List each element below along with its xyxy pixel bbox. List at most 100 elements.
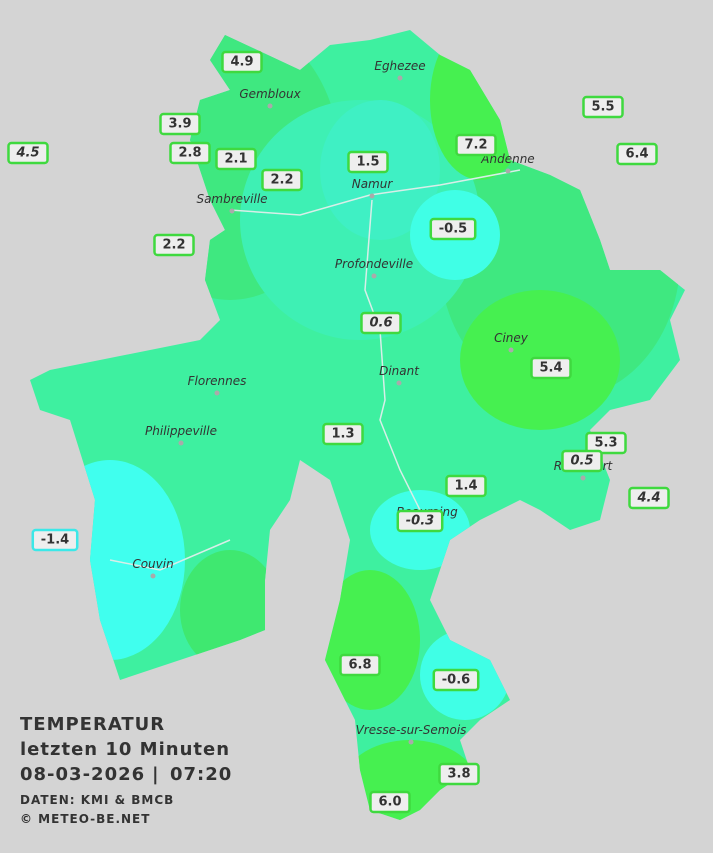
station: 5.4 (530, 356, 572, 380)
cities: Eghezee Gembloux Andenne Namur Sambrevil… (132, 59, 614, 745)
city-label: Vresse-sur-Semois (356, 723, 467, 737)
reading: 7.2 (464, 138, 487, 153)
station: 1.3 (322, 422, 364, 446)
city-label: Philippeville (145, 424, 217, 438)
reading-box (530, 356, 572, 380)
legend-separator: | (152, 764, 160, 785)
station: 6.0 (369, 790, 411, 814)
reading-box (396, 509, 444, 533)
legend-copyright: © METEO-BE.NET (20, 812, 150, 826)
reading-box (360, 311, 402, 335)
reading-box (432, 668, 480, 692)
legend: TEMPERATUR letzten 10 Minuten 08-03-2026… (20, 714, 232, 826)
reading: 6.0 (378, 795, 401, 810)
city-dot (508, 347, 514, 353)
station: 0.5 (561, 449, 603, 473)
reading-box (438, 762, 480, 786)
city-dot (397, 75, 403, 81)
legend-period: letzten 10 Minuten (20, 739, 230, 760)
reading: 1.4 (454, 479, 477, 494)
city-dot (229, 208, 235, 214)
station: 1.5 (347, 150, 389, 174)
city-label: Couvin (132, 557, 173, 571)
reading: -1.4 (41, 533, 69, 548)
city-label: Sambreville (196, 192, 267, 206)
station: 6.8 (339, 653, 381, 677)
reading-box (585, 431, 627, 455)
city-dot (150, 573, 156, 579)
reading: 1.3 (331, 427, 354, 442)
reading-box (31, 528, 79, 552)
city-dot (178, 440, 184, 446)
city-label: Profondeville (335, 257, 413, 271)
reading: 3.8 (447, 767, 470, 782)
reading: -0.5 (439, 222, 467, 237)
reading-box (628, 486, 670, 510)
reading: -0.3 (406, 514, 434, 529)
legend-time: 07:20 (170, 764, 232, 785)
reading: 4.9 (230, 55, 253, 70)
reading-box (221, 50, 263, 74)
reading-box (616, 142, 658, 166)
station: 0.6 (360, 311, 402, 335)
station: -1.4 (31, 528, 79, 552)
reading-box (153, 233, 195, 257)
reading-box (369, 790, 411, 814)
city-dot (371, 273, 377, 279)
reading: 2.1 (224, 152, 247, 167)
station: -0.5 (429, 217, 477, 241)
station: 7.2 (455, 133, 497, 157)
stations: 4.9 5.5 3.9 4.5 2.8 2.1 1.5 7.2 6.4 2.2 … (7, 50, 670, 814)
reading-box (322, 422, 364, 446)
reading: 6.4 (625, 147, 648, 162)
station: 3.9 (159, 112, 201, 136)
reading-box (215, 147, 257, 171)
reading-box (159, 112, 201, 136)
station: -0.6 (432, 668, 480, 692)
station: 5.5 (582, 95, 624, 119)
city-dot (408, 739, 414, 745)
reading-box (261, 168, 303, 192)
reading: 0.6 (369, 316, 392, 331)
reading: 1.5 (356, 155, 379, 170)
station: 2.2 (153, 233, 195, 257)
reading: 2.2 (162, 238, 185, 253)
reading: 6.8 (348, 658, 371, 673)
station: 2.8 (169, 141, 211, 165)
city-dot (505, 168, 511, 174)
reading-box (429, 217, 477, 241)
station: 1.4 (445, 474, 487, 498)
reading-box (339, 653, 381, 677)
station: 6.4 (616, 142, 658, 166)
station: 5.3 (585, 431, 627, 455)
reading-box (169, 141, 211, 165)
city-label: Florennes (188, 374, 247, 388)
station: 2.1 (215, 147, 257, 171)
reading-box (7, 141, 49, 165)
reading: 2.2 (270, 173, 293, 188)
station: 4.4 (628, 486, 670, 510)
station: 4.9 (221, 50, 263, 74)
station: 3.8 (438, 762, 480, 786)
city-label: Ciney (494, 331, 529, 345)
reading: 3.9 (168, 117, 191, 132)
reading: 5.3 (594, 436, 617, 451)
reading-box (347, 150, 389, 174)
city-label: Eghezee (374, 59, 425, 73)
legend-date: 08-03-2026 (20, 764, 145, 785)
city-dot (580, 475, 586, 481)
city-dot (396, 380, 402, 386)
reading: 4.4 (636, 491, 660, 506)
reading-box (445, 474, 487, 498)
city-dot (267, 103, 273, 109)
station: 4.5 (7, 141, 49, 165)
reading: 0.5 (570, 454, 593, 469)
city-label: Namur (352, 177, 394, 191)
reading: 4.5 (15, 146, 39, 161)
legend-source: DATEN: KMI & BMCB (20, 793, 174, 807)
legend-title: TEMPERATUR (20, 714, 165, 735)
city-label: Dinant (379, 364, 420, 378)
station: 2.2 (261, 168, 303, 192)
city-label: Gembloux (239, 87, 301, 101)
